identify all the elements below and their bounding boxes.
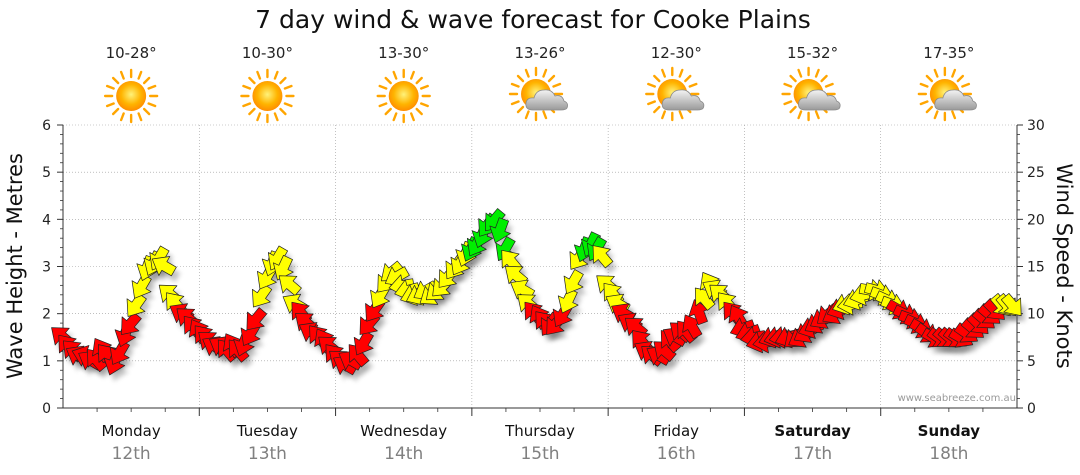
- wind-arrow: [592, 245, 614, 269]
- wind-arrow: [489, 217, 511, 244]
- y-tick-label-right: 0: [1027, 401, 1036, 417]
- watermark: www.seabreeze.com.au: [898, 393, 1016, 404]
- temperature-label: 13-30°: [378, 44, 429, 62]
- wind-arrow: [246, 307, 268, 331]
- y-tick-label-left: 4: [42, 212, 51, 228]
- day-date-label: 14th: [384, 444, 423, 464]
- y-tick-label-left: 2: [42, 307, 51, 323]
- day-date-label: 17th: [793, 444, 832, 464]
- y-tick-label-right: 10: [1027, 307, 1045, 323]
- day-name-label: Monday: [102, 422, 161, 440]
- right-axis-label: Wind Speed - Knots: [1052, 163, 1076, 368]
- day-date-label: 15th: [520, 444, 559, 464]
- chart-title: 7 day wind & wave forecast for Cooke Pla…: [255, 5, 811, 34]
- day-name-label: Sunday: [918, 422, 981, 440]
- sun-icon: [103, 68, 159, 124]
- temperature-label: 10-30°: [242, 44, 293, 62]
- day-date-label: 12th: [112, 444, 151, 464]
- sun-icon: [376, 68, 431, 124]
- partly-cloudy-icon: [917, 66, 977, 122]
- y-tick-label-left: 0: [42, 401, 51, 417]
- wind-arrow: [278, 275, 302, 296]
- y-tick-label-left: 3: [42, 260, 51, 276]
- temperature-label: 17-35°: [923, 44, 974, 62]
- wind-arrow: [563, 269, 584, 294]
- day-name-label: Thursday: [504, 422, 575, 440]
- y-tick-label-right: 25: [1027, 165, 1045, 181]
- day-date-label: 18th: [929, 444, 968, 464]
- wind-arrow: [273, 254, 294, 281]
- day-date-label: 13th: [248, 444, 287, 464]
- temperature-label: 13-26°: [514, 44, 565, 62]
- wind-arrow: [1000, 293, 1022, 317]
- y-tick-label-right: 15: [1027, 260, 1045, 276]
- partly-cloudy-icon: [508, 66, 568, 122]
- day-name-label: Friday: [654, 422, 700, 440]
- partly-cloudy-icon: [781, 66, 841, 122]
- y-tick-label-left: 6: [42, 118, 51, 134]
- sun-shape: [240, 68, 295, 124]
- day-date-label: 16th: [657, 444, 696, 464]
- temperature-label: 15-32°: [787, 44, 838, 62]
- temperature-label: 12-30°: [651, 44, 702, 62]
- wind-arrow: [151, 256, 177, 277]
- sun-shape: [376, 68, 431, 124]
- y-tick-label-right: 5: [1027, 354, 1036, 370]
- day-name-label: Wednesday: [360, 422, 447, 440]
- y-tick-label-left: 5: [42, 165, 51, 181]
- sun-shape: [103, 68, 159, 124]
- left-axis-label: Wave Height - Metres: [3, 153, 27, 379]
- y-tick-label-left: 1: [42, 354, 51, 370]
- y-tick-label-right: 20: [1027, 212, 1045, 228]
- y-tick-label-right: 30: [1027, 118, 1045, 134]
- day-name-label: Tuesday: [236, 422, 298, 440]
- day-name-label: Saturday: [774, 422, 851, 440]
- sun-icon: [240, 68, 295, 124]
- temperature-label: 10-28°: [106, 44, 157, 62]
- partly-cloudy-icon: [645, 66, 705, 122]
